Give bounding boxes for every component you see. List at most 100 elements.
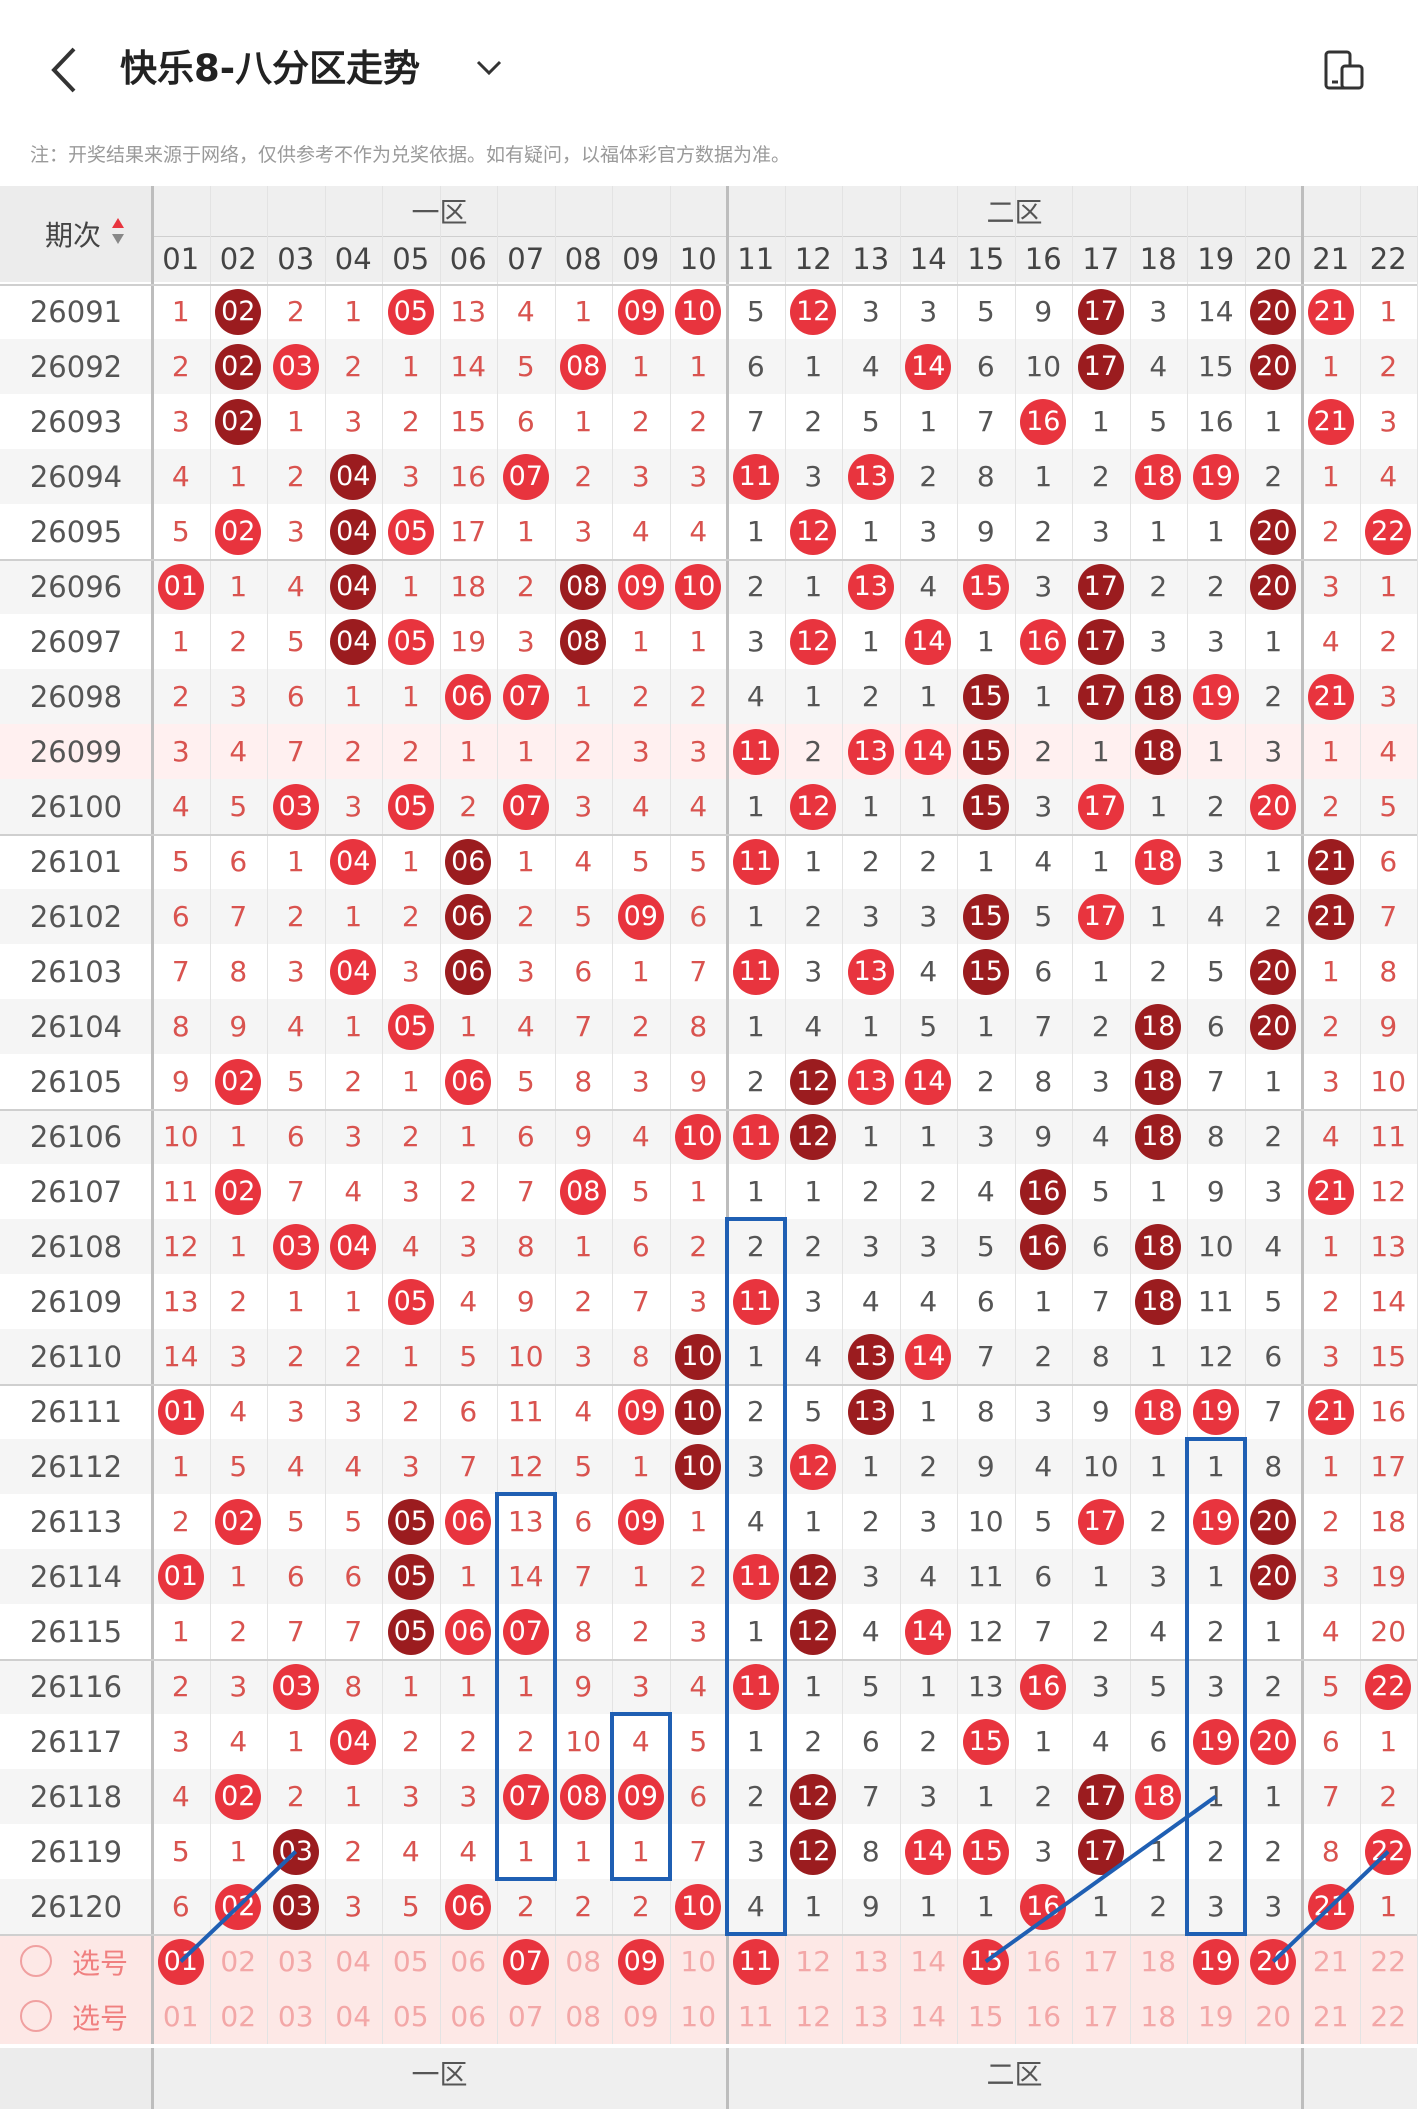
miss-count: 8 <box>976 460 995 493</box>
miss-count: 6 <box>229 845 248 878</box>
select-number-22[interactable]: 22 <box>1370 1945 1407 1978</box>
picked-ball-15[interactable]: 15 <box>962 1938 1009 1985</box>
miss-count: 5 <box>861 1670 880 1703</box>
select-label[interactable]: 选号 <box>71 1946 128 1980</box>
ball-12: 12 <box>790 1113 837 1160</box>
select-number-21[interactable]: 21 <box>1312 2000 1349 2033</box>
select-radio[interactable] <box>20 1945 52 1977</box>
select-number-16[interactable]: 16 <box>1025 2000 1062 2033</box>
screen-rotate-icon[interactable] <box>1322 48 1366 92</box>
miss-count: 4 <box>861 350 880 383</box>
miss-count: 1 <box>1091 735 1110 768</box>
picked-ball-20[interactable]: 20 <box>1250 1938 1297 1985</box>
select-number-12[interactable]: 12 <box>795 2000 832 2033</box>
miss-count: 8 <box>574 1065 593 1098</box>
select-number-22[interactable]: 22 <box>1370 2000 1407 2033</box>
ball-05: 05 <box>387 1608 434 1655</box>
picked-ball-11[interactable]: 11 <box>732 1938 779 1985</box>
select-number-18[interactable]: 18 <box>1140 1945 1177 1978</box>
select-number-02[interactable]: 02 <box>220 2000 257 2033</box>
select-number-15[interactable]: 15 <box>967 2000 1004 2033</box>
select-number-02[interactable]: 02 <box>220 1945 257 1978</box>
miss-count: 5 <box>861 405 880 438</box>
back-arrow-icon[interactable] <box>46 45 86 95</box>
issue-cell: 26097 <box>29 624 123 659</box>
select-number-10[interactable]: 10 <box>680 1945 717 1978</box>
select-number-05[interactable]: 05 <box>392 1945 429 1978</box>
miss-count: 1 <box>1264 1615 1283 1648</box>
grid-hline <box>0 1934 1417 1936</box>
miss-count: 2 <box>459 790 478 823</box>
select-number-04[interactable]: 04 <box>335 2000 372 2033</box>
select-number-06[interactable]: 06 <box>450 2000 487 2033</box>
select-number-14[interactable]: 14 <box>910 2000 947 2033</box>
select-number-13[interactable]: 13 <box>852 1945 889 1978</box>
grid-hline <box>0 1109 1417 1111</box>
select-number-03[interactable]: 03 <box>277 1945 314 1978</box>
miss-count: 6 <box>516 1120 535 1153</box>
miss-count: 4 <box>689 790 708 823</box>
miss-count: 2 <box>171 680 190 713</box>
miss-count: 3 <box>1379 680 1398 713</box>
select-number-11[interactable]: 11 <box>737 2000 774 2033</box>
picked-ball-19[interactable]: 19 <box>1192 1938 1239 1985</box>
select-number-09[interactable]: 09 <box>622 2000 659 2033</box>
ball-09: 09 <box>617 1773 664 1820</box>
select-number-07[interactable]: 07 <box>507 2000 544 2033</box>
select-number-10[interactable]: 10 <box>680 2000 717 2033</box>
select-number-03[interactable]: 03 <box>277 2000 314 2033</box>
miss-count: 1 <box>1206 1450 1225 1483</box>
select-number-20[interactable]: 20 <box>1255 2000 1292 2033</box>
miss-count: 2 <box>1379 625 1398 658</box>
miss-count: 5 <box>919 1010 938 1043</box>
grid-vline <box>1301 186 1304 2044</box>
select-number-19[interactable]: 19 <box>1197 2000 1234 2033</box>
select-number-18[interactable]: 18 <box>1140 2000 1177 2033</box>
select-number-05[interactable]: 05 <box>392 2000 429 2033</box>
miss-count: 6 <box>689 900 708 933</box>
miss-count: 2 <box>631 1615 650 1648</box>
miss-count: 6 <box>976 350 995 383</box>
miss-count: 1 <box>344 295 363 328</box>
select-number-12[interactable]: 12 <box>795 1945 832 1978</box>
miss-count: 7 <box>459 1450 478 1483</box>
column-header-01: 01 <box>162 242 200 276</box>
select-number-04[interactable]: 04 <box>335 1945 372 1978</box>
select-number-13[interactable]: 13 <box>852 2000 889 2033</box>
miss-count: 2 <box>286 460 305 493</box>
miss-count: 3 <box>1321 1065 1340 1098</box>
miss-count: 7 <box>689 1835 708 1868</box>
select-number-08[interactable]: 08 <box>565 2000 602 2033</box>
select-number-17[interactable]: 17 <box>1082 1945 1119 1978</box>
miss-count: 3 <box>229 1340 248 1373</box>
ball-02: 02 <box>215 343 262 390</box>
picked-ball-07[interactable]: 07 <box>502 1938 549 1985</box>
miss-count: 8 <box>229 955 248 988</box>
sort-arrows-icon[interactable] <box>111 216 125 246</box>
select-label[interactable]: 选号 <box>71 2001 128 2035</box>
column-header-06: 06 <box>449 242 487 276</box>
picked-ball-09[interactable]: 09 <box>617 1938 664 1985</box>
ball-13: 13 <box>847 1333 894 1380</box>
miss-count: 4 <box>919 570 938 603</box>
select-number-06[interactable]: 06 <box>450 1945 487 1978</box>
ball-13: 13 <box>847 563 894 610</box>
select-radio[interactable] <box>20 2000 52 2032</box>
picked-ball-01[interactable]: 01 <box>157 1938 204 1985</box>
select-number-14[interactable]: 14 <box>910 1945 947 1978</box>
chevron-down-icon[interactable] <box>474 58 504 78</box>
miss-count: 3 <box>804 1285 823 1318</box>
ball-03: 03 <box>272 783 319 830</box>
select-number-01[interactable]: 01 <box>162 2000 199 2033</box>
miss-count: 1 <box>746 900 765 933</box>
miss-count: 4 <box>229 1725 248 1758</box>
grid-vline <box>899 186 901 2044</box>
grid-vline <box>151 186 154 2044</box>
select-number-17[interactable]: 17 <box>1082 2000 1119 2033</box>
select-number-16[interactable]: 16 <box>1025 1945 1062 1978</box>
select-number-21[interactable]: 21 <box>1312 1945 1349 1978</box>
miss-count: 4 <box>574 1395 593 1428</box>
miss-count: 2 <box>689 1560 708 1593</box>
ball-17: 17 <box>1077 1773 1124 1820</box>
select-number-08[interactable]: 08 <box>565 1945 602 1978</box>
